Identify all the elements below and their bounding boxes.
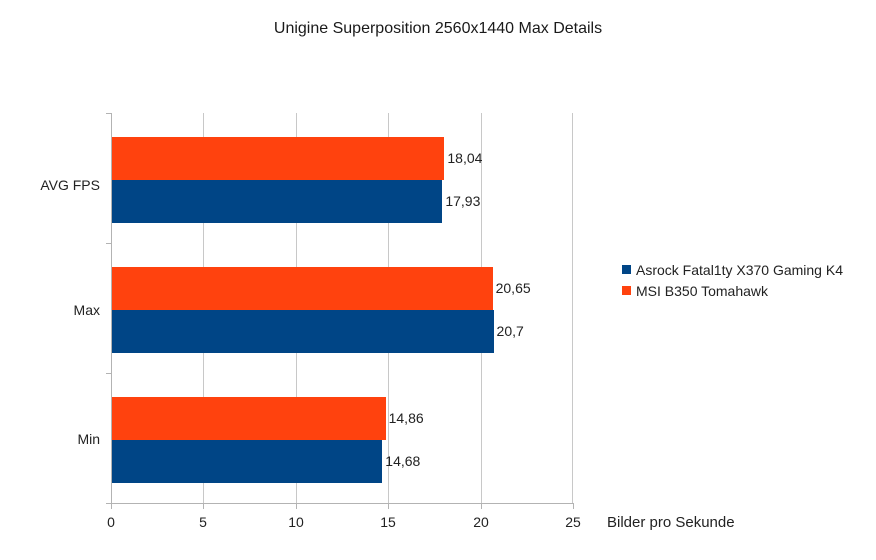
legend-item-asrock: Asrock Fatal1ty X370 Gaming K4 <box>622 259 843 280</box>
category-label-min: Min <box>77 431 100 447</box>
legend-label-msi: MSI B350 Tomahawk <box>636 282 769 299</box>
bar <box>111 137 445 180</box>
x-axis-title: Bilder pro Sekunde <box>607 514 735 531</box>
chart-title: Unigine Superposition 2560x1440 Max Deta… <box>273 20 603 37</box>
legend-label-asrock: Asrock Fatal1ty X370 Gaming K4 <box>636 261 843 278</box>
y-tick <box>106 373 111 374</box>
y-tick <box>106 113 111 114</box>
x-tick <box>481 503 482 509</box>
legend-item-msi: MSI B350 Tomahawk <box>622 280 843 301</box>
x-tick-label: 10 <box>288 514 304 530</box>
value-label: 14,68 <box>385 453 421 469</box>
x-tick <box>296 503 297 509</box>
bar <box>111 310 494 353</box>
legend-swatch-msi <box>622 286 631 295</box>
x-tick-label: 20 <box>473 514 489 530</box>
x-tick <box>573 503 574 509</box>
value-label: 14,86 <box>388 410 424 426</box>
gridline-25 <box>572 113 573 503</box>
bar <box>111 397 386 440</box>
x-tick <box>388 503 389 509</box>
value-label: 20,65 <box>495 280 531 296</box>
x-tick-label: 25 <box>565 514 581 530</box>
x-tick-label: 15 <box>380 514 396 530</box>
x-tick <box>111 503 112 509</box>
value-label: 18,04 <box>447 150 483 166</box>
y-axis <box>111 113 112 505</box>
category-label-avg-fps: AVG FPS <box>40 177 100 193</box>
value-label: 17,93 <box>445 193 481 209</box>
category-label-max: Max <box>73 302 100 318</box>
value-label: 20,7 <box>496 323 524 339</box>
legend: Asrock Fatal1ty X370 Gaming K4 MSI B350 … <box>622 259 843 301</box>
plot-area: 18,04 17,93 20,65 20,7 14,86 14,68 <box>111 113 573 503</box>
legend-swatch-asrock <box>622 265 631 274</box>
y-tick <box>106 503 111 504</box>
x-tick-label: 0 <box>107 514 115 530</box>
x-tick-label: 5 <box>199 514 207 530</box>
x-tick <box>203 503 204 509</box>
bar <box>111 180 443 223</box>
x-axis <box>106 503 574 504</box>
y-tick <box>106 243 111 244</box>
bar <box>111 267 493 310</box>
bar <box>111 440 383 483</box>
